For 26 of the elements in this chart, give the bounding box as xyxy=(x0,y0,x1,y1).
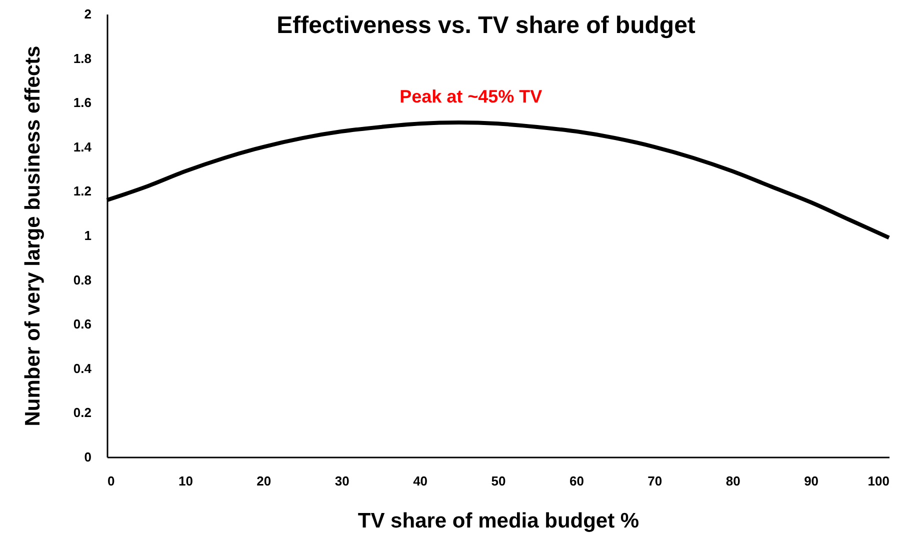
x-axis-title: TV share of media budget % xyxy=(358,510,640,532)
x-tick-label: 10 xyxy=(178,474,193,488)
y-tick-label: 0.4 xyxy=(73,360,92,376)
x-tick-label: 0 xyxy=(108,474,115,488)
x-tick-label: 60 xyxy=(569,474,584,488)
chart-title: Effectiveness vs. TV share of budget xyxy=(276,12,696,39)
y-tick-label: 1 xyxy=(84,228,92,243)
x-tick-label: 20 xyxy=(256,474,272,488)
x-tick-label: 70 xyxy=(648,474,662,488)
annotation: Peak at ~45% TV xyxy=(400,86,542,107)
y-tick-label: 1.4 xyxy=(73,139,92,154)
y-tick-label: 1.6 xyxy=(73,95,92,110)
x-tick-label: 80 xyxy=(726,474,740,488)
x-tick-label: 100 xyxy=(868,474,890,488)
y-tick-label: 0 xyxy=(84,450,92,464)
y-tick-label: 1.8 xyxy=(73,50,92,66)
x-tick-label: 30 xyxy=(334,474,350,488)
y-axis-title: Number of very large business effects xyxy=(21,46,44,426)
x-tick-label: 40 xyxy=(413,474,428,488)
x-tick-label: 50 xyxy=(491,474,506,488)
y-tick-label: 0.6 xyxy=(73,316,92,332)
y-tick-label: 2 xyxy=(84,6,92,22)
y-tick-label: 0.8 xyxy=(73,272,92,288)
y-tick-label: 0.2 xyxy=(73,405,92,420)
y-tick-label: 1.2 xyxy=(73,184,92,199)
x-tick-label: 90 xyxy=(804,474,819,488)
